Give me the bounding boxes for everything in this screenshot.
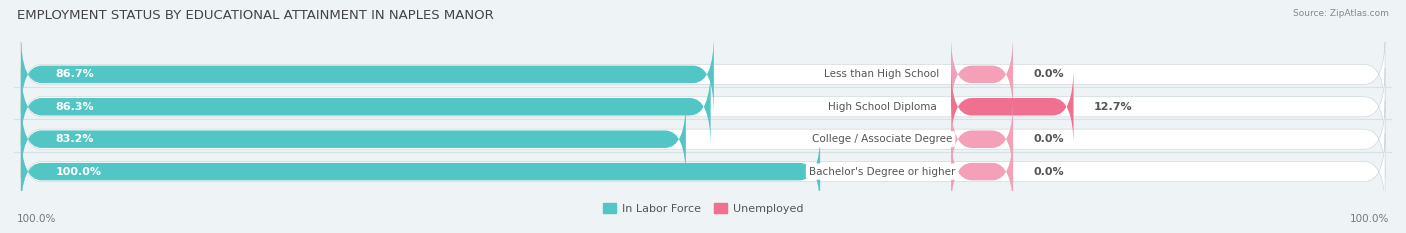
FancyBboxPatch shape: [21, 101, 1385, 178]
Text: EMPLOYMENT STATUS BY EDUCATIONAL ATTAINMENT IN NAPLES MANOR: EMPLOYMENT STATUS BY EDUCATIONAL ATTAINM…: [17, 9, 494, 22]
FancyBboxPatch shape: [21, 34, 714, 114]
FancyBboxPatch shape: [950, 67, 1074, 147]
Text: 0.0%: 0.0%: [1033, 69, 1064, 79]
Text: 12.7%: 12.7%: [1094, 102, 1133, 112]
FancyBboxPatch shape: [21, 68, 1385, 145]
Text: College / Associate Degree: College / Associate Degree: [811, 134, 952, 144]
FancyBboxPatch shape: [21, 99, 686, 179]
FancyBboxPatch shape: [21, 36, 1385, 113]
Text: 100.0%: 100.0%: [1350, 214, 1389, 224]
Text: 83.2%: 83.2%: [55, 134, 94, 144]
Text: High School Diploma: High School Diploma: [828, 102, 936, 112]
Text: 0.0%: 0.0%: [1033, 167, 1064, 177]
Text: Less than High School: Less than High School: [824, 69, 939, 79]
FancyBboxPatch shape: [21, 133, 1385, 210]
FancyBboxPatch shape: [950, 99, 1014, 179]
Text: 86.7%: 86.7%: [55, 69, 94, 79]
FancyBboxPatch shape: [21, 132, 820, 212]
Text: 0.0%: 0.0%: [1033, 134, 1064, 144]
Text: 100.0%: 100.0%: [17, 214, 56, 224]
Text: Bachelor's Degree or higher: Bachelor's Degree or higher: [808, 167, 955, 177]
Text: 86.3%: 86.3%: [55, 102, 94, 112]
Text: Source: ZipAtlas.com: Source: ZipAtlas.com: [1294, 9, 1389, 18]
Legend: In Labor Force, Unemployed: In Labor Force, Unemployed: [598, 199, 808, 218]
FancyBboxPatch shape: [21, 67, 710, 147]
Text: 100.0%: 100.0%: [55, 167, 101, 177]
FancyBboxPatch shape: [950, 132, 1014, 212]
FancyBboxPatch shape: [950, 34, 1014, 114]
